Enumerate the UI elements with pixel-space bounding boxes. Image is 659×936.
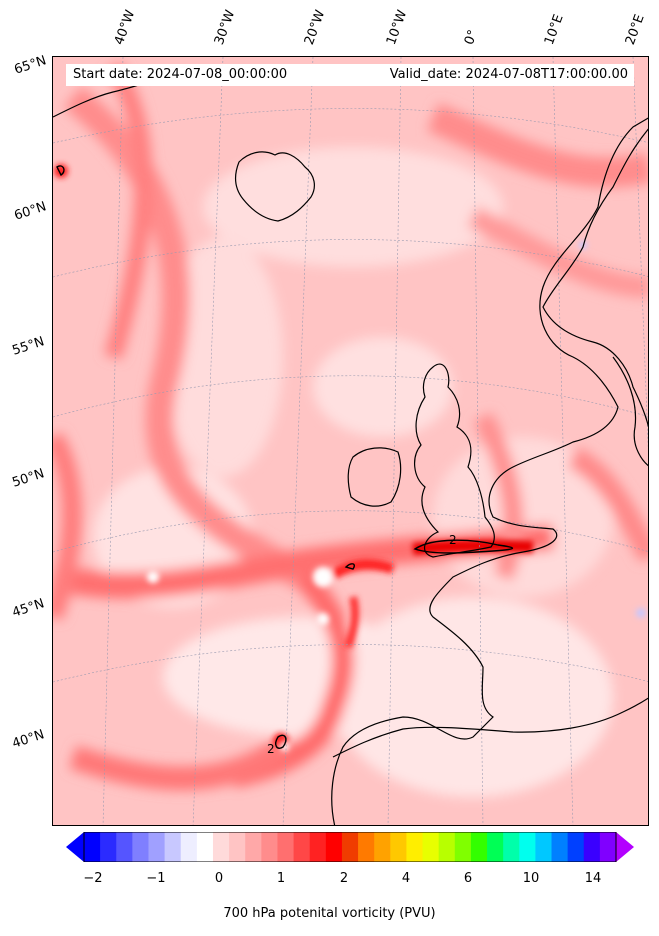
colorbar-cell [196, 832, 214, 862]
colorbar-tick-label: 0 [214, 871, 224, 886]
pv-field: 2 2 [53, 57, 648, 825]
colorbar-cell [84, 832, 101, 862]
colorbar-tick-label: 10 [522, 871, 540, 886]
colorbar-cell [422, 832, 440, 862]
colorbar-under-arrow [66, 832, 84, 862]
pv-contour-patches [53, 61, 648, 797]
colorbar-cell [277, 832, 295, 862]
colorbar-cell [503, 832, 520, 862]
colorbar-cell [454, 832, 472, 862]
lat-label-65n: 65°N [12, 53, 49, 78]
colorbar-cell [132, 832, 149, 862]
lat-label-50n: 50°N [10, 466, 47, 491]
lon-label-10w: 10°W [383, 8, 411, 47]
lon-label-20e: 20°E [622, 12, 648, 48]
map-panel: 2 2 [52, 56, 649, 826]
colorbar-cell [100, 832, 117, 862]
lon-label-10e: 10°E [541, 12, 567, 48]
colorbar-cell [325, 832, 343, 862]
colorbar-cell [374, 832, 391, 862]
colorbar-cell [293, 832, 311, 862]
colorbar-tick-label: 1 [276, 871, 286, 886]
colorbar-cell [535, 832, 553, 862]
colorbar-cell [583, 832, 601, 862]
colorbar-tick-label: 6 [463, 871, 473, 886]
colorbar-cell [229, 832, 246, 862]
lon-label-30w: 30°W [211, 8, 239, 47]
pv-2-contours [56, 165, 514, 749]
coast-baltic [612, 356, 648, 467]
lat-label-60n: 60°N [12, 199, 49, 224]
colorbar-cell [116, 832, 133, 862]
colorbar-cell [212, 832, 230, 862]
lat-label-55n: 55°N [10, 334, 47, 359]
start-date-label: Start date: 2024-07-08_00:00:00 [73, 67, 288, 82]
lat-label-45n: 45°N [10, 596, 47, 621]
colorbar-cell [261, 832, 278, 862]
colorbar [66, 832, 634, 862]
colorbar-cell [245, 832, 262, 862]
lon-label-20w: 20°W [301, 8, 329, 47]
colorbar-cell [390, 832, 407, 862]
coast-north-africa [332, 697, 648, 758]
coast-europe [331, 117, 648, 825]
lon-label-0: 0° [461, 27, 482, 47]
contour-label-morocco: 2 [267, 742, 275, 756]
graticule [53, 57, 648, 825]
lon-label-40w: 40°W [111, 8, 139, 47]
coast-scandinavia [542, 128, 648, 428]
colorbar-tick-label: −1 [146, 871, 166, 886]
date-info-box: Start date: 2024-07-08_00:00:00 Valid_da… [66, 64, 634, 86]
lat-label-40n: 40°N [10, 727, 47, 752]
colorbar-cell [358, 832, 375, 862]
colorbar-cell [309, 832, 327, 862]
colorbar-cell [519, 832, 536, 862]
contour-label-channel: 2 [449, 533, 457, 547]
colorbar-title: 700 hPa potenital vorticity (PVU) [223, 906, 436, 921]
valid-date-label: Valid_date: 2024-07-08T17:00:00.00 [389, 67, 628, 82]
colorbar-cell [406, 832, 424, 862]
colorbar-cell [341, 832, 359, 862]
colorbar-tick-label: −2 [83, 871, 103, 886]
colorbar-over-arrow [616, 832, 634, 862]
coast-iceland [234, 151, 315, 222]
colorbar-outline [83, 832, 617, 862]
colorbar-cell [487, 832, 504, 862]
colorbar-cell [164, 832, 182, 862]
coast-ireland [347, 447, 402, 507]
colorbar-cell [438, 832, 456, 862]
colorbar-cell [470, 832, 488, 862]
colorbar-cell [599, 832, 617, 862]
colorbar-cell [180, 832, 198, 862]
colorbar-cell [567, 832, 585, 862]
colorbar-tick-label: 2 [339, 871, 349, 886]
colorbar-tick-label: 14 [584, 871, 602, 886]
colorbar-cell [551, 832, 569, 862]
colorbar-cells [84, 832, 617, 862]
colorbar-cell [148, 832, 166, 862]
colorbar-tick-label: 4 [401, 871, 411, 886]
